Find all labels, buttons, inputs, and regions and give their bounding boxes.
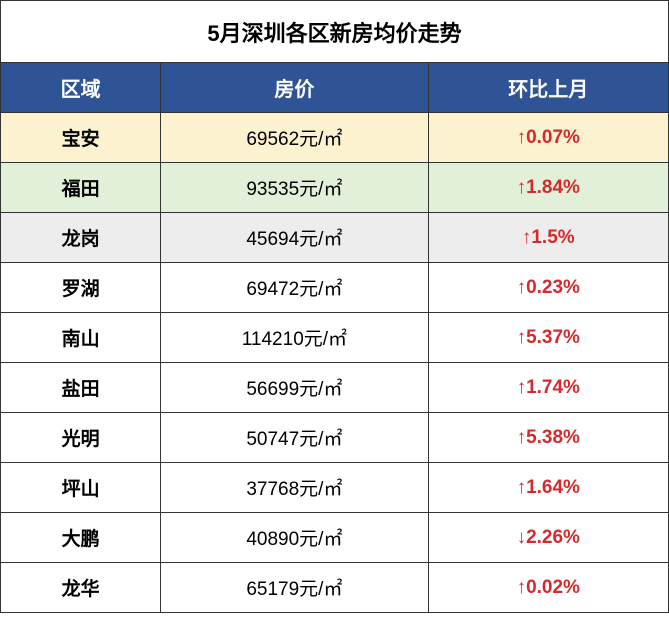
change-cell: ↑1.5% — [428, 213, 669, 263]
price-table-container: 5月深圳各区新房均价走势 区域 房价 环比上月 宝安69562元/㎡↑0.07%… — [0, 0, 669, 613]
price-cell: 37768元/㎡ — [161, 463, 428, 513]
table-title: 5月深圳各区新房均价走势 — [1, 1, 669, 63]
change-cell: ↓2.26% — [428, 513, 669, 563]
header-district: 区域 — [1, 63, 161, 113]
arrow-up-icon: ↑ — [522, 227, 532, 248]
price-cell: 69562元/㎡ — [161, 113, 428, 163]
header-change: 环比上月 — [428, 63, 669, 113]
change-cell: ↑0.23% — [428, 263, 669, 313]
arrow-up-icon: ↑ — [517, 577, 527, 598]
change-cell: ↑1.84% — [428, 163, 669, 213]
change-cell: ↑5.38% — [428, 413, 669, 463]
change-value: 2.26% — [526, 527, 580, 548]
change-value: 0.07% — [526, 127, 580, 148]
change-cell: ↑1.74% — [428, 363, 669, 413]
price-cell: 65179元/㎡ — [161, 563, 428, 613]
table-row: 罗湖69472元/㎡↑0.23% — [1, 263, 669, 313]
arrow-up-icon: ↑ — [517, 127, 527, 148]
price-cell: 45694元/㎡ — [161, 213, 428, 263]
change-cell: ↑0.07% — [428, 113, 669, 163]
table-row: 龙岗45694元/㎡↑1.5% — [1, 213, 669, 263]
district-cell: 坪山 — [1, 463, 161, 513]
district-cell: 南山 — [1, 313, 161, 363]
header-price: 房价 — [161, 63, 428, 113]
change-value: 1.64% — [526, 477, 580, 498]
change-value: 0.02% — [526, 577, 580, 598]
district-cell: 福田 — [1, 163, 161, 213]
change-value: 1.84% — [526, 177, 580, 198]
table-row: 坪山37768元/㎡↑1.64% — [1, 463, 669, 513]
arrow-up-icon: ↑ — [517, 427, 527, 448]
price-cell: 50747元/㎡ — [161, 413, 428, 463]
district-cell: 龙华 — [1, 563, 161, 613]
change-value: 1.5% — [531, 227, 574, 248]
arrow-up-icon: ↑ — [517, 377, 527, 398]
price-cell: 40890元/㎡ — [161, 513, 428, 563]
price-cell: 93535元/㎡ — [161, 163, 428, 213]
arrow-up-icon: ↑ — [517, 177, 527, 198]
district-cell: 大鹏 — [1, 513, 161, 563]
table-row: 福田93535元/㎡↑1.84% — [1, 163, 669, 213]
price-cell: 114210元/㎡ — [161, 313, 428, 363]
district-cell: 盐田 — [1, 363, 161, 413]
price-cell: 69472元/㎡ — [161, 263, 428, 313]
arrow-up-icon: ↑ — [517, 277, 527, 298]
change-value: 5.37% — [526, 327, 580, 348]
change-cell: ↑5.37% — [428, 313, 669, 363]
price-cell: 56699元/㎡ — [161, 363, 428, 413]
district-cell: 光明 — [1, 413, 161, 463]
title-row: 5月深圳各区新房均价走势 — [1, 1, 669, 63]
arrow-up-icon: ↑ — [517, 327, 527, 348]
table-row: 宝安69562元/㎡↑0.07% — [1, 113, 669, 163]
header-row: 区域 房价 环比上月 — [1, 63, 669, 113]
district-cell: 龙岗 — [1, 213, 161, 263]
arrow-up-icon: ↑ — [517, 477, 527, 498]
change-value: 1.74% — [526, 377, 580, 398]
table-row: 盐田56699元/㎡↑1.74% — [1, 363, 669, 413]
change-value: 0.23% — [526, 277, 580, 298]
table-row: 大鹏40890元/㎡↓2.26% — [1, 513, 669, 563]
table-row: 南山114210元/㎡↑5.37% — [1, 313, 669, 363]
table-row: 光明50747元/㎡↑5.38% — [1, 413, 669, 463]
district-cell: 罗湖 — [1, 263, 161, 313]
table-row: 龙华65179元/㎡↑0.02% — [1, 563, 669, 613]
change-cell: ↑1.64% — [428, 463, 669, 513]
change-cell: ↑0.02% — [428, 563, 669, 613]
district-cell: 宝安 — [1, 113, 161, 163]
table-body: 宝安69562元/㎡↑0.07%福田93535元/㎡↑1.84%龙岗45694元… — [1, 113, 669, 613]
price-table: 5月深圳各区新房均价走势 区域 房价 环比上月 宝安69562元/㎡↑0.07%… — [0, 0, 669, 613]
change-value: 5.38% — [526, 427, 580, 448]
arrow-down-icon: ↓ — [517, 527, 527, 548]
